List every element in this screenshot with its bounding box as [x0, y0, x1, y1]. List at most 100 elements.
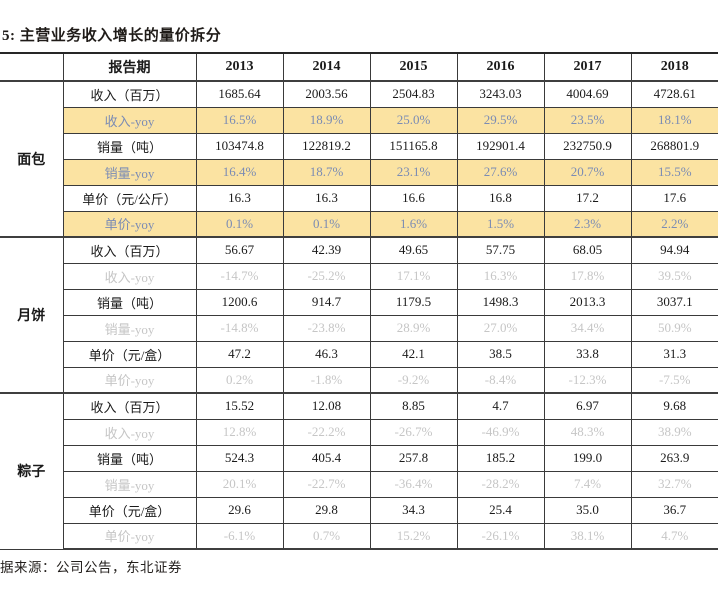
yoy-cell: 38.9%: [630, 418, 718, 446]
yoy-cell: 1.5%: [456, 210, 545, 238]
header-year: 2018: [630, 52, 718, 82]
table-row: 销量-yoy -14.8% -23.8% 28.9% 27.0% 34.4% 50.9%: [0, 314, 718, 342]
value-cell: 16.6: [369, 184, 458, 212]
value-cell: 25.4: [456, 496, 545, 524]
table-row: 收入-yoy -14.7% -25.2% 17.1% 16.3% 17.8% 39.5%: [0, 262, 718, 290]
value-cell: 122819.2: [282, 132, 371, 160]
yoy-cell: 16.4%: [195, 158, 284, 186]
yoy-cell: 2.2%: [630, 210, 718, 238]
row-label: 单价-yoy: [62, 210, 197, 238]
category-label: 粽子: [0, 392, 64, 550]
yoy-cell: 20.7%: [543, 158, 632, 186]
yoy-cell: -14.8%: [195, 314, 284, 342]
yoy-cell: 23.5%: [543, 106, 632, 134]
value-cell: 1498.3: [456, 288, 545, 316]
row-label: 单价（元/盒）: [62, 496, 197, 524]
value-cell: 33.8: [543, 340, 632, 368]
yoy-cell: 4.7%: [630, 522, 718, 550]
yoy-cell: 29.5%: [456, 106, 545, 134]
yoy-cell: 1.6%: [369, 210, 458, 238]
value-cell: 263.9: [630, 444, 718, 472]
value-cell: 47.2: [195, 340, 284, 368]
yoy-cell: 18.7%: [282, 158, 371, 186]
yoy-cell: 15.5%: [630, 158, 718, 186]
yoy-cell: -25.2%: [282, 262, 371, 290]
row-label: 收入（百万）: [62, 392, 197, 420]
yoy-cell: 32.7%: [630, 470, 718, 498]
value-cell: 1200.6: [195, 288, 284, 316]
yoy-cell: 16.3%: [456, 262, 545, 290]
row-label: 销量-yoy: [62, 470, 197, 498]
yoy-cell: 18.1%: [630, 106, 718, 134]
yoy-cell: -1.8%: [282, 366, 371, 394]
value-cell: 2003.56: [282, 80, 371, 108]
source-note: 据来源：公司公告，东北证券: [0, 560, 182, 575]
value-cell: 36.7: [630, 496, 718, 524]
yoy-cell: 20.1%: [195, 470, 284, 498]
value-cell: 1179.5: [369, 288, 458, 316]
value-cell: 17.2: [543, 184, 632, 212]
yoy-cell: -23.8%: [282, 314, 371, 342]
yoy-cell: 16.5%: [195, 106, 284, 134]
value-cell: 16.8: [456, 184, 545, 212]
value-cell: 192901.4: [456, 132, 545, 160]
table-header-row: 报告期 2013 2014 2015 2016 2017 2018: [0, 52, 718, 82]
table-row: 单价-yoy 0.2% -1.8% -9.2% -8.4% -12.3% -7.5%: [0, 366, 718, 394]
value-cell: 16.3: [195, 184, 284, 212]
value-cell: 38.5: [456, 340, 545, 368]
yoy-cell: -6.1%: [195, 522, 284, 550]
value-cell: 29.8: [282, 496, 371, 524]
value-cell: 49.65: [369, 236, 458, 264]
header-year: 2013: [195, 52, 284, 82]
row-label: 单价（元/盒）: [62, 340, 197, 368]
yoy-cell: 23.1%: [369, 158, 458, 186]
value-cell: 268801.9: [630, 132, 718, 160]
row-label: 收入-yoy: [62, 106, 197, 134]
table-row: 销量（吨） 1200.6 914.7 1179.5 1498.3 2013.3 3037.1: [0, 288, 718, 316]
yoy-cell: 0.2%: [195, 366, 284, 394]
yoy-cell: 17.1%: [369, 262, 458, 290]
row-label: 单价（元/公斤）: [62, 184, 197, 212]
yoy-cell: -26.1%: [456, 522, 545, 550]
value-cell: 31.3: [630, 340, 718, 368]
header-year: 2016: [456, 52, 545, 82]
yoy-cell: 39.5%: [630, 262, 718, 290]
yoy-cell: -14.7%: [195, 262, 284, 290]
value-cell: 17.6: [630, 184, 718, 212]
value-cell: 914.7: [282, 288, 371, 316]
category-label: 月饼: [0, 236, 64, 394]
value-cell: 199.0: [543, 444, 632, 472]
value-cell: 9.68: [630, 392, 718, 420]
value-cell: 6.97: [543, 392, 632, 420]
yoy-cell: -22.2%: [282, 418, 371, 446]
table-row: 单价-yoy -6.1% 0.7% 15.2% -26.1% 38.1% 4.7%: [0, 522, 718, 550]
value-cell: 46.3: [282, 340, 371, 368]
value-cell: 2504.83: [369, 80, 458, 108]
yoy-cell: 18.9%: [282, 106, 371, 134]
value-cell: 4.7: [456, 392, 545, 420]
row-label: 销量-yoy: [62, 314, 197, 342]
value-cell: 1685.64: [195, 80, 284, 108]
value-cell: 257.8: [369, 444, 458, 472]
value-cell: 232750.9: [543, 132, 632, 160]
header-report-period: 报告期: [62, 52, 197, 82]
value-cell: 4728.61: [630, 80, 718, 108]
yoy-cell: 17.8%: [543, 262, 632, 290]
value-cell: 16.3: [282, 184, 371, 212]
value-cell: 103474.8: [195, 132, 284, 160]
value-cell: 15.52: [195, 392, 284, 420]
yoy-cell: 27.0%: [456, 314, 545, 342]
table-row: 销量（吨） 524.3 405.4 257.8 185.2 199.0 263.9: [0, 444, 718, 472]
row-label: 收入（百万）: [62, 80, 197, 108]
volume-price-table: 报告期 2013 2014 2015 2016 2017 2018 面包 收入（百…: [0, 52, 718, 550]
header-year: 2014: [282, 52, 371, 82]
header-year: 2017: [543, 52, 632, 82]
yoy-cell: -7.5%: [630, 366, 718, 394]
yoy-cell: 0.1%: [195, 210, 284, 238]
row-label: 销量（吨）: [62, 288, 197, 316]
table-row: 面包 收入（百万） 1685.64 2003.56 2504.83 3243.03 4004…: [0, 80, 718, 238]
yoy-cell: 27.6%: [456, 158, 545, 186]
value-cell: 2013.3: [543, 288, 632, 316]
yoy-cell: -26.7%: [369, 418, 458, 446]
row-label: 收入-yoy: [62, 418, 197, 446]
